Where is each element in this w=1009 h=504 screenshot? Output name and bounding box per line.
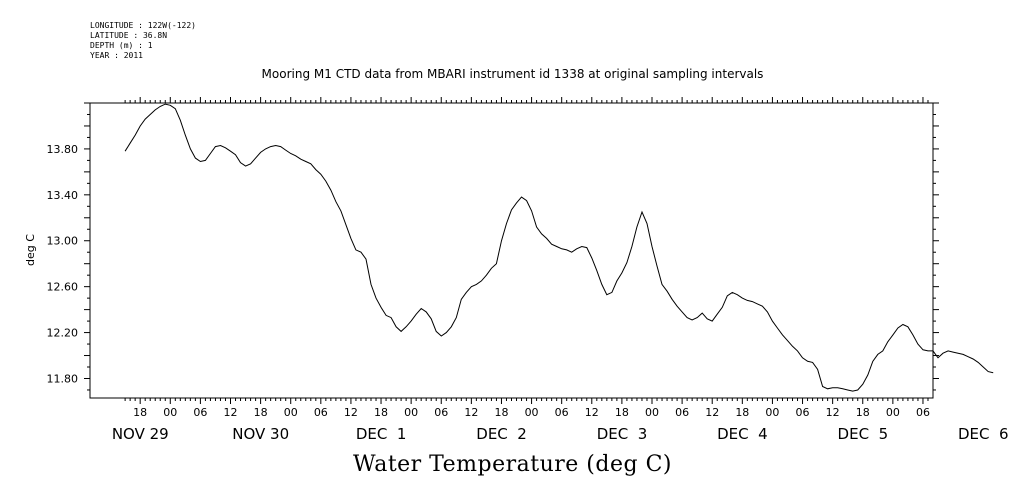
y-axis-label: deg C xyxy=(24,234,37,266)
x-hour-label: 12 xyxy=(464,406,478,419)
x-hour-label: 00 xyxy=(525,406,539,419)
x-hour-label: 06 xyxy=(193,406,207,419)
x-hour-label: 12 xyxy=(585,406,599,419)
x-hour-label: 18 xyxy=(494,406,508,419)
x-hour-label: 06 xyxy=(796,406,810,419)
x-hour-label: 12 xyxy=(705,406,719,419)
x-hour-label: 06 xyxy=(434,406,448,419)
x-hour-label: 18 xyxy=(254,406,268,419)
x-hour-label: 00 xyxy=(163,406,177,419)
x-hour-label: 18 xyxy=(374,406,388,419)
metadata-latitude: LATITUDE : 36.8N xyxy=(90,31,168,40)
x-date-label: DEC 2 xyxy=(476,425,527,443)
x-date-label: DEC 6 xyxy=(958,425,1009,443)
x-hour-label: 00 xyxy=(645,406,659,419)
x-hour-label: 18 xyxy=(615,406,629,419)
x-hour-label: 12 xyxy=(224,406,238,419)
x-date-label: DEC 5 xyxy=(838,425,889,443)
y-tick-label: 13.40 xyxy=(47,189,79,202)
y-tick-label: 12.60 xyxy=(47,281,79,294)
x-hour-label: 00 xyxy=(765,406,779,419)
x-hour-label: 00 xyxy=(284,406,298,419)
y-tick-labels: 11.80 12.20 12.60 13.00 13.40 13.80 xyxy=(47,143,79,386)
x-hour-label: 12 xyxy=(826,406,840,419)
x-hour-label: 06 xyxy=(314,406,328,419)
axis-ticks xyxy=(84,97,939,404)
x-hour-label: 18 xyxy=(133,406,147,419)
x-date-label: DEC 1 xyxy=(356,425,407,443)
x-hour-label: 00 xyxy=(404,406,418,419)
x-date-label: DEC 4 xyxy=(717,425,768,443)
x-date-label: NOV 30 xyxy=(232,425,289,443)
y-tick-label: 13.00 xyxy=(47,235,79,248)
x-hour-label: 06 xyxy=(675,406,689,419)
plot-frame xyxy=(89,102,934,399)
metadata-block: LONGITUDE : 122W(-122) LATITUDE : 36.8N … xyxy=(90,21,196,61)
plot-subtitle: Water Temperature (deg C) xyxy=(353,452,672,477)
chart-title: Mooring M1 CTD data from MBARI instrumen… xyxy=(261,67,764,81)
x-date-label: DEC 3 xyxy=(597,425,648,443)
x-date-label: NOV 29 xyxy=(112,425,169,443)
x-tick-labels: 18 00 06 12 18 00 06 12 18 00 06 12 18 00 06 12 18 00 06 12… xyxy=(112,406,1009,443)
x-hour-label: 06 xyxy=(555,406,569,419)
y-tick-label: 12.20 xyxy=(47,327,79,340)
metadata-depth: DEPTH (m) : 1 xyxy=(90,41,153,50)
metadata-longitude: LONGITUDE : 122W(-122) xyxy=(90,21,196,30)
x-hour-label: 12 xyxy=(344,406,358,419)
x-hour-label: 06 xyxy=(916,406,930,419)
y-tick-label: 13.80 xyxy=(47,143,79,156)
temperature-series-line xyxy=(124,103,994,392)
x-hour-label: 00 xyxy=(886,406,900,419)
metadata-year: YEAR : 2011 xyxy=(90,51,143,60)
y-tick-label: 11.80 xyxy=(47,372,79,385)
x-hour-label: 18 xyxy=(856,406,870,419)
x-hour-label: 18 xyxy=(735,406,749,419)
